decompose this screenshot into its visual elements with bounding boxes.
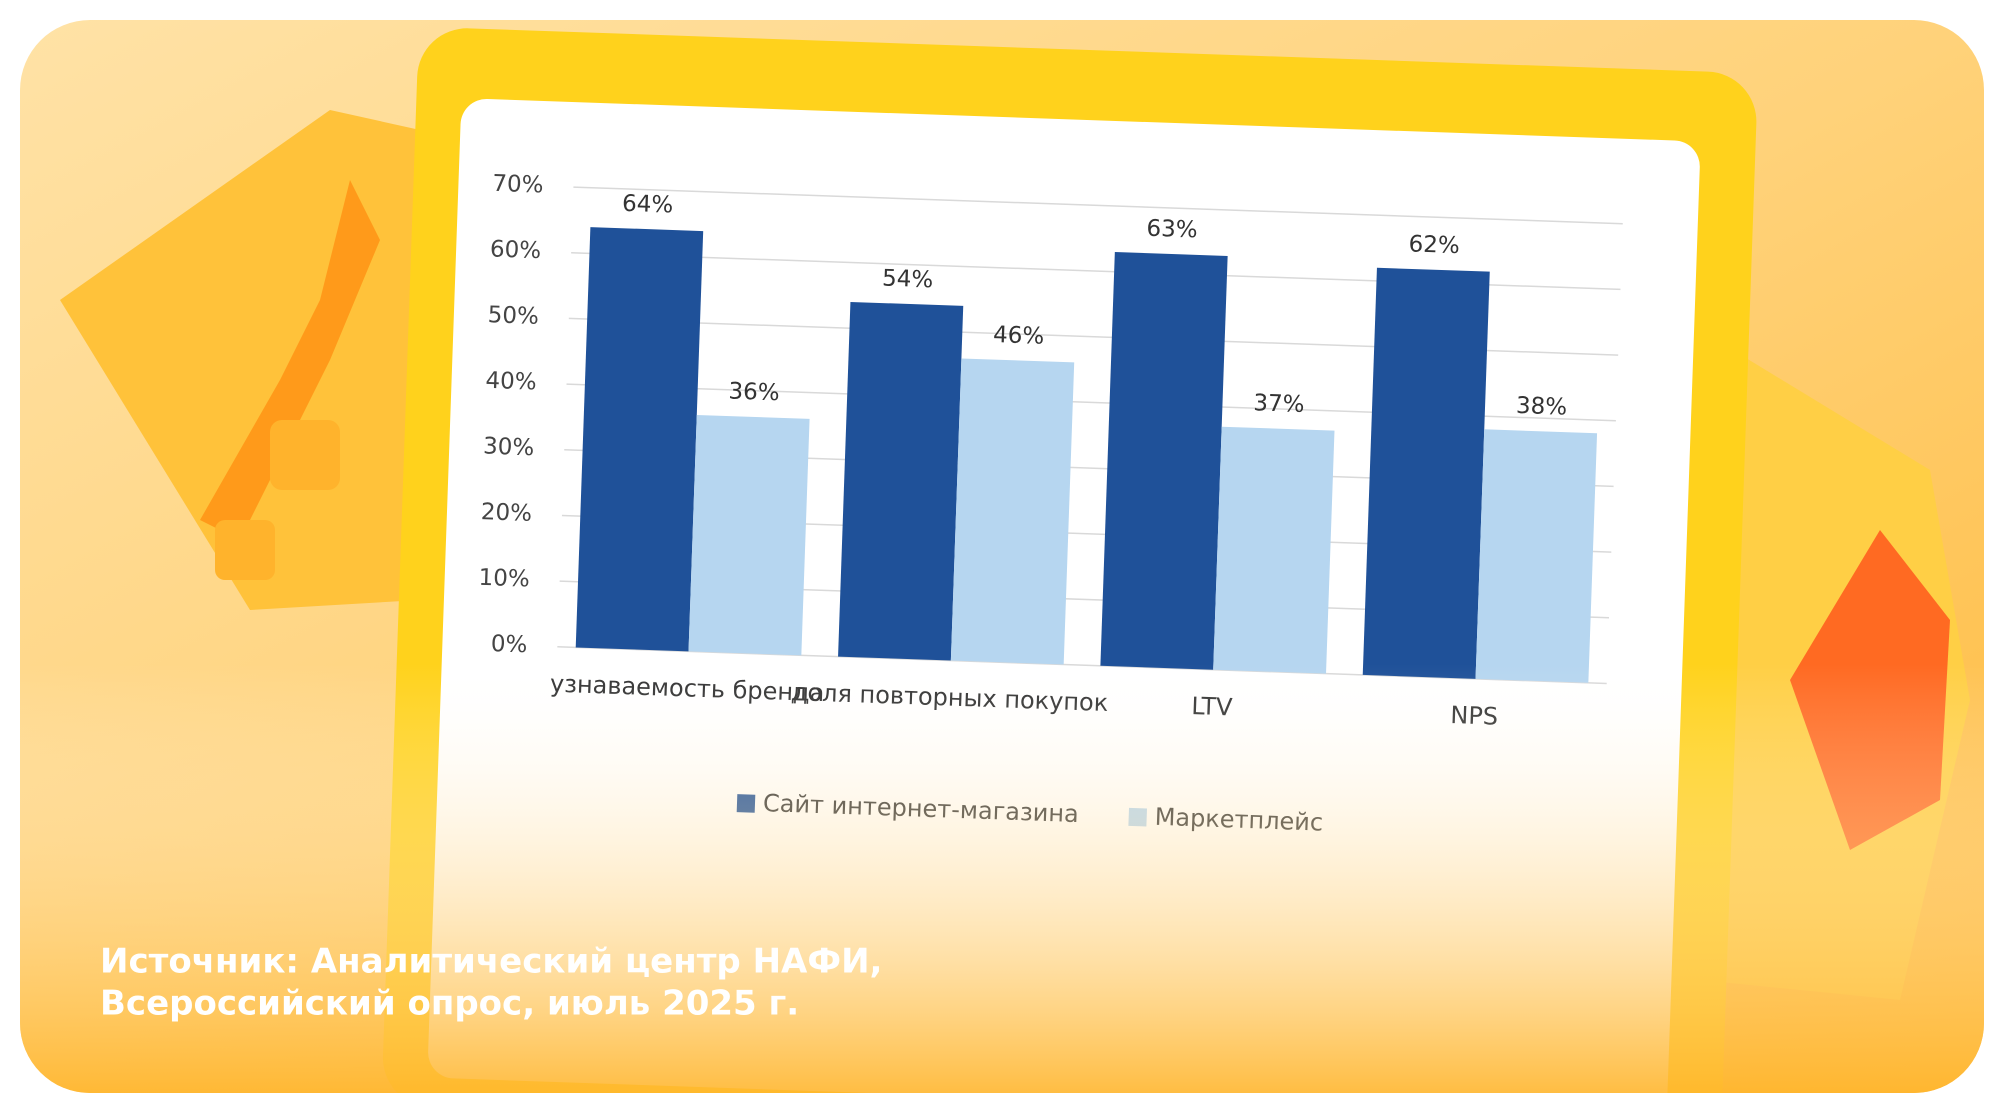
bottom-glow <box>20 20 1984 1093</box>
scene: 0%10%20%30%40%50%60%70%узнаваемость брен… <box>20 20 1984 1093</box>
caption-line: Всероссийский опрос, июль 2025 г. <box>100 984 799 1024</box>
caption-line: Источник: Аналитический центр НАФИ, <box>100 942 882 982</box>
